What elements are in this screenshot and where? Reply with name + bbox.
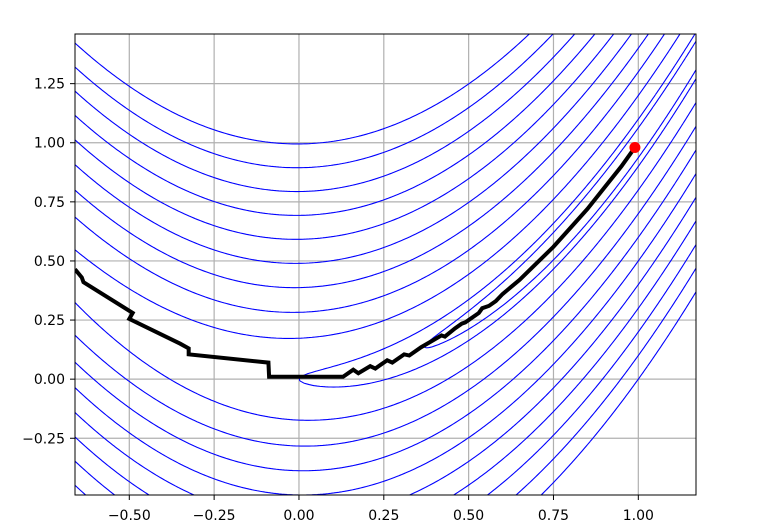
contour-lines	[75, 34, 696, 495]
plot-background	[75, 34, 696, 495]
marker-layer	[629, 141, 641, 153]
y-tick-label: −0.25	[22, 431, 65, 447]
optimization-path-layer	[75, 148, 635, 379]
y-tick-label: 0.00	[34, 372, 65, 388]
contour-line	[75, 34, 696, 421]
y-tick-label: 0.50	[34, 254, 65, 270]
x-tick-label: 0.25	[368, 508, 399, 524]
contour-line	[298, 34, 696, 388]
contour-line	[75, 34, 696, 495]
x-tick-label: −0.25	[193, 508, 236, 524]
minimum-marker	[629, 141, 641, 153]
optimization-path	[75, 148, 635, 379]
y-axis: −0.25 0.00 0.25 0.50 0.75 1.00 1.25	[22, 77, 75, 447]
y-tick-label: 0.25	[34, 313, 65, 329]
contour-line	[75, 34, 696, 495]
y-tick-label: 1.25	[34, 77, 65, 93]
contour-line	[75, 34, 696, 495]
plot-frame	[74, 33, 697, 496]
x-axis: −0.50 −0.25 0.00 0.25 0.50 0.75 1.00	[108, 495, 654, 524]
y-tick-label: 1.00	[34, 136, 65, 152]
contour-line	[75, 34, 696, 495]
contour-line	[75, 34, 696, 472]
x-tick-label: 0.00	[283, 508, 314, 524]
x-tick-label: −0.50	[108, 508, 151, 524]
y-tick-label: 0.75	[34, 195, 65, 211]
contour-line	[423, 40, 696, 349]
x-tick-label: 1.00	[623, 508, 654, 524]
contour-line	[75, 34, 696, 447]
x-tick-label: 0.50	[453, 508, 484, 524]
contour-line	[75, 34, 696, 495]
x-tick-label: 0.75	[538, 508, 569, 524]
